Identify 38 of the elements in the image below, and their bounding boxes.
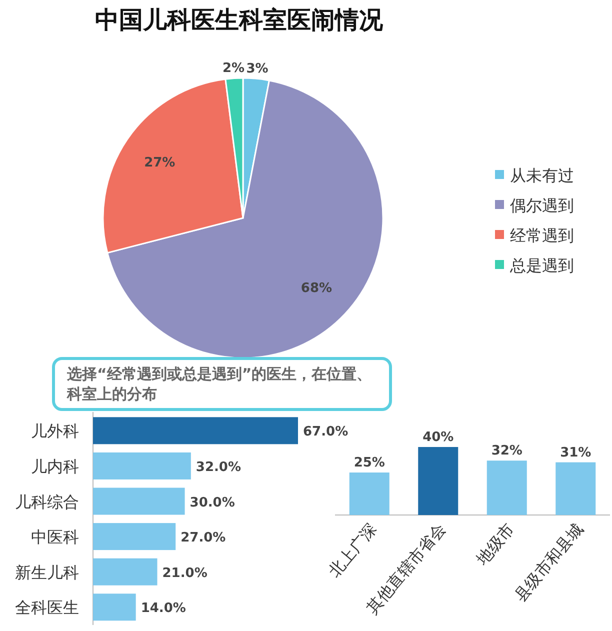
- y-tick-label: 全科医生: [15, 598, 79, 618]
- data-label: 14.0%: [140, 601, 186, 616]
- bar: [93, 594, 136, 621]
- y-tick-label: 儿外科: [31, 422, 79, 441]
- legend-label: 从未有过: [510, 166, 574, 185]
- legend-label: 偶尔遇到: [510, 196, 574, 215]
- x-tick-label: 地级市: [472, 519, 518, 570]
- x-tick-label: 北上广深: [324, 519, 380, 581]
- data-label: 21.0%: [162, 566, 208, 581]
- data-label: 2%: [222, 61, 245, 76]
- y-tick-label: 新生儿科: [15, 562, 79, 582]
- bar: [93, 452, 191, 480]
- legend-label: 总是遇到: [509, 256, 574, 275]
- data-label: 40%: [422, 430, 454, 445]
- bar: [93, 488, 185, 515]
- y-tick-label: 中医科: [31, 528, 79, 547]
- bar: [93, 417, 298, 444]
- data-label: 31%: [560, 445, 592, 460]
- data-label: 27.0%: [180, 530, 226, 546]
- data-label: 68%: [300, 281, 332, 296]
- bar: [93, 523, 176, 550]
- legend-label: 经常遇到: [510, 226, 574, 245]
- data-label: 30.0%: [190, 495, 235, 510]
- data-label: 67.0%: [303, 424, 348, 440]
- bar: [349, 472, 390, 515]
- data-label: 25%: [354, 456, 385, 470]
- data-label: 32.0%: [196, 460, 242, 475]
- bar: [556, 462, 596, 515]
- y-tick-label: 儿内科: [31, 456, 79, 476]
- data-label: 27%: [144, 155, 176, 170]
- bar: [486, 460, 527, 515]
- data-label: 32%: [491, 444, 522, 459]
- chart-subtitle: 选择“经常遇到或总是遇到”的医生，在位置、科室上的分布: [52, 357, 392, 411]
- chart-title: 中国儿科医生科室医闹情况: [95, 5, 383, 36]
- y-tick-label: 儿科综合: [15, 492, 79, 512]
- data-label: 3%: [246, 61, 268, 76]
- bar: [93, 558, 158, 586]
- bar: [418, 447, 458, 515]
